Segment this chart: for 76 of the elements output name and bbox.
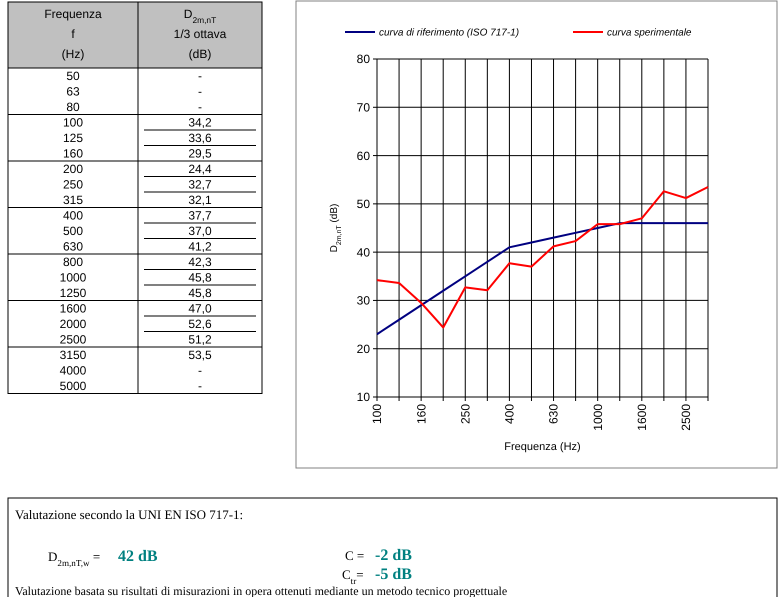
category-label: 1250	[60, 286, 87, 300]
category-label: 2500	[60, 332, 87, 346]
text: Frequenza	[44, 7, 102, 21]
category-label: 1000	[60, 270, 87, 284]
x-tick-label: 250	[458, 404, 472, 424]
category-label: 2000	[60, 317, 87, 331]
text: D$_{2m,nT}$	[184, 7, 216, 25]
text: D$_{2m,nT,w}$ =	[48, 549, 100, 568]
text: -	[198, 84, 202, 98]
category-label: 250	[62, 178, 84, 192]
text: -	[198, 69, 202, 83]
y-tick-label: 70	[356, 100, 370, 114]
text: 42,3	[188, 255, 212, 269]
text: 32,7	[188, 178, 212, 192]
text: 1/3 ottava	[174, 27, 227, 41]
text: (Hz)	[62, 47, 84, 61]
text: C$_{tr}$=	[342, 567, 364, 586]
category-label: 80	[66, 100, 80, 114]
y-tick-label: 40	[356, 245, 370, 260]
y-tick-label: 50	[356, 197, 370, 212]
text: (dB)	[188, 47, 212, 61]
category-label: 63	[66, 84, 80, 98]
text: 45,8	[188, 270, 212, 284]
x-tick-label: 630	[546, 404, 561, 424]
text: 51,2	[188, 332, 212, 346]
category-label: 50	[66, 69, 80, 83]
x-tick-label: 160	[414, 404, 428, 424]
text: 24,4	[188, 162, 212, 176]
category-label: 125	[62, 131, 84, 145]
text: f	[71, 27, 76, 41]
text: 29,5	[188, 146, 212, 160]
category-label: 160	[62, 146, 84, 160]
x-tick-label: 1000	[590, 404, 605, 431]
category-label: 3150	[60, 348, 87, 362]
text: 33,6	[188, 131, 212, 145]
text: -	[198, 100, 202, 114]
text: 41,2	[188, 240, 212, 254]
text: -	[198, 364, 202, 378]
text: C =	[345, 548, 364, 563]
y-tick-label: 60	[356, 148, 370, 163]
y-tick-label: 10	[356, 390, 370, 404]
text: 47,0	[188, 302, 212, 316]
category-label: 4000	[60, 364, 87, 378]
text: 37,0	[188, 224, 212, 238]
text: -5 dB	[375, 566, 412, 583]
category-label: 630	[62, 240, 84, 254]
y-tick-label: 80	[356, 52, 370, 66]
x-tick-label: 1600	[635, 404, 649, 431]
x-tick-label: 400	[502, 404, 517, 424]
text: -2 dB	[375, 547, 412, 564]
text: 53,5	[188, 348, 212, 362]
category-label: 315	[62, 193, 84, 207]
legend-label: curva sperimentale	[607, 28, 692, 38]
text: 32,1	[188, 193, 212, 207]
category-label: 400	[62, 208, 84, 222]
legend-label: curva di riferimento (ISO 717-1)	[379, 28, 520, 38]
text: 37,7	[188, 208, 212, 222]
text: 45,8	[188, 286, 212, 300]
category-label: 1600	[60, 302, 87, 316]
text: 34,2	[188, 116, 212, 130]
text: -	[198, 379, 202, 393]
text: 52,6	[188, 317, 212, 331]
x-tick-label: 2500	[679, 404, 694, 431]
category-label: 800	[62, 255, 84, 269]
y-tick-label: 20	[356, 342, 370, 356]
text: Valutazione secondo la UNI EN ISO 717-1:	[15, 507, 244, 522]
category-label: 200	[62, 162, 84, 176]
line-series	[376, 186, 709, 328]
x-axis-title: Frequenza (Hz)	[504, 441, 581, 453]
text: 42 dB	[118, 548, 158, 565]
category-label: 100	[62, 116, 84, 130]
line-series	[376, 222, 709, 336]
x-tick-label: 100	[370, 404, 384, 424]
y-tick-label: 30	[356, 294, 370, 308]
category-label: 500	[62, 224, 84, 238]
category-label: 5000	[60, 379, 87, 393]
